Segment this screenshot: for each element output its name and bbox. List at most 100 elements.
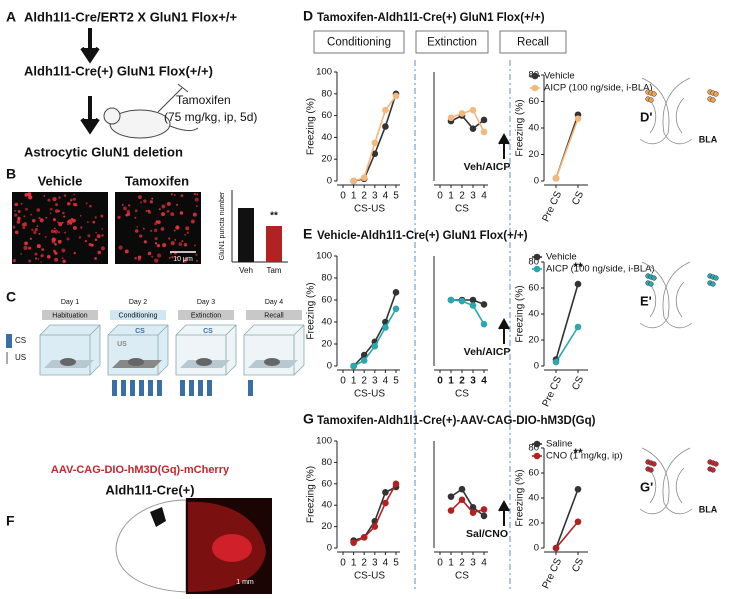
punctum bbox=[170, 193, 173, 196]
punctum bbox=[63, 215, 66, 218]
punctum bbox=[142, 227, 145, 230]
x-tick-label: 1 bbox=[351, 191, 357, 202]
x-tick-label: 4 bbox=[481, 191, 487, 202]
punctum bbox=[181, 240, 184, 243]
punctum bbox=[156, 243, 161, 248]
data-point bbox=[574, 115, 582, 123]
placement-dot bbox=[648, 97, 654, 103]
punctum bbox=[89, 204, 92, 208]
phase-box bbox=[178, 310, 234, 320]
punctum bbox=[24, 193, 29, 197]
x-tick-label: 1 bbox=[448, 376, 454, 387]
punctum bbox=[38, 216, 41, 220]
punctum bbox=[54, 257, 59, 262]
punctum bbox=[58, 196, 61, 199]
data-point bbox=[469, 125, 477, 132]
x-tick-label: 0 bbox=[340, 376, 346, 387]
x-tick-label: 2 bbox=[361, 376, 367, 387]
data-point bbox=[382, 489, 389, 496]
punctum bbox=[49, 207, 53, 211]
y-axis-label: Freezing (%) bbox=[515, 99, 526, 156]
punctum bbox=[61, 248, 66, 253]
data-point bbox=[458, 496, 466, 504]
data-point bbox=[480, 320, 488, 328]
y-tick-label: 60 bbox=[528, 96, 539, 107]
punctum bbox=[154, 222, 157, 226]
punctum bbox=[100, 246, 105, 251]
significance: ** bbox=[573, 260, 583, 274]
series-line bbox=[450, 109, 485, 133]
x-tick-label: 3 bbox=[470, 376, 476, 387]
x-tick-label: Pre CS bbox=[541, 374, 565, 408]
series-line bbox=[555, 521, 579, 549]
punctum bbox=[23, 245, 28, 250]
punctum bbox=[53, 230, 56, 233]
series-line bbox=[555, 488, 579, 549]
y-tick-label: 20 bbox=[321, 154, 332, 165]
region-label: BLA bbox=[699, 134, 718, 144]
data-point bbox=[382, 499, 389, 507]
x-tick-label: Veh bbox=[239, 266, 253, 275]
legend-marker bbox=[531, 84, 539, 92]
data-point bbox=[371, 523, 379, 530]
x-tick-label: 2 bbox=[361, 558, 367, 569]
punctum bbox=[161, 204, 166, 209]
punctum bbox=[158, 208, 161, 211]
data-point bbox=[469, 504, 477, 511]
punctum bbox=[25, 207, 28, 211]
x-tick-label: 1 bbox=[448, 558, 454, 569]
punctum bbox=[162, 243, 167, 248]
punctum bbox=[101, 228, 104, 230]
y-tick-label: 80 bbox=[528, 443, 539, 454]
punctum bbox=[169, 252, 173, 255]
y-axis-label: Freezing (%) bbox=[515, 285, 526, 342]
punctum bbox=[196, 193, 199, 196]
punctum bbox=[12, 225, 16, 229]
punctum bbox=[137, 257, 141, 261]
punctum bbox=[170, 212, 175, 217]
punctum bbox=[174, 238, 177, 241]
tone bbox=[121, 380, 126, 396]
punctum bbox=[34, 227, 38, 232]
series-line bbox=[353, 308, 397, 367]
punctum bbox=[117, 215, 121, 220]
scale-bar-label: 1 mm bbox=[236, 579, 254, 586]
punctum bbox=[168, 256, 171, 259]
series-line bbox=[555, 118, 579, 179]
punctum bbox=[12, 258, 17, 263]
data-point bbox=[350, 362, 357, 370]
punctum bbox=[127, 204, 131, 207]
data-point bbox=[382, 123, 389, 130]
x-tick-label: 3 bbox=[372, 376, 378, 387]
panel-title: Tamoxifen-Aldh1l1-Cre(+)-AAV-CAG-DIO-hM3… bbox=[317, 415, 596, 427]
x-tick-label: 0 bbox=[340, 558, 346, 569]
punctum bbox=[78, 236, 82, 239]
punctum bbox=[54, 242, 57, 246]
y-tick-label: 100 bbox=[316, 67, 332, 78]
punctum bbox=[54, 209, 59, 213]
punctum bbox=[14, 230, 19, 235]
punctum bbox=[151, 197, 154, 200]
data-point bbox=[360, 357, 368, 364]
annotation: Veh/AICP bbox=[464, 161, 511, 173]
us-legend-mark bbox=[6, 352, 8, 364]
tone bbox=[248, 380, 253, 396]
data-point bbox=[360, 351, 368, 359]
significance: ** bbox=[573, 446, 583, 460]
data-point bbox=[447, 507, 455, 514]
punctum bbox=[52, 196, 57, 202]
data-point bbox=[447, 493, 455, 500]
y-tick-label: 40 bbox=[321, 500, 332, 511]
punctum bbox=[154, 258, 159, 263]
panel-letter: D bbox=[303, 8, 313, 24]
tone bbox=[148, 380, 153, 396]
data-point bbox=[392, 289, 400, 296]
punctum bbox=[170, 241, 175, 246]
placement-dot bbox=[648, 467, 654, 473]
punctum bbox=[184, 234, 186, 236]
dose-text: (75 mg/kg, ip, 5d) bbox=[164, 110, 257, 124]
punctum bbox=[17, 209, 21, 213]
punctum bbox=[192, 212, 197, 217]
punctum bbox=[195, 205, 198, 208]
y-tick-label: 0 bbox=[327, 543, 332, 554]
